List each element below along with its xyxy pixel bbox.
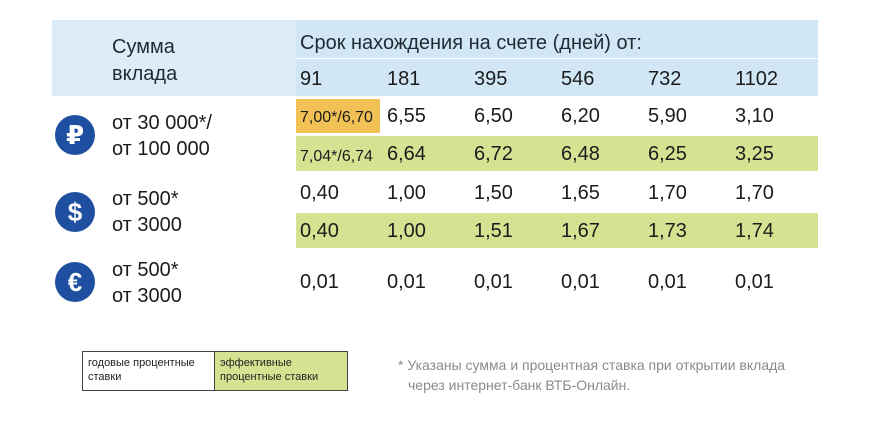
sum-header-line2: вклада xyxy=(112,63,178,85)
rate-cell: 7,04*/6,74 xyxy=(300,148,373,165)
rate-cell: 3,10 xyxy=(735,105,774,127)
term-732: 732 xyxy=(648,68,682,90)
rate-cell: 0,40 xyxy=(300,182,339,204)
term-181: 181 xyxy=(387,68,421,90)
rate-cell: 0,01 xyxy=(735,271,774,293)
term-395: 395 xyxy=(474,68,508,90)
rate-cell: 6,64 xyxy=(387,143,426,165)
rate-cell: 6,72 xyxy=(474,143,513,165)
footnote-line1: * Указаны сумма и процентная ставка при … xyxy=(398,357,786,373)
effective-row xyxy=(296,213,818,248)
amount-euro-line2: от 3000 xyxy=(112,285,182,307)
rate-cell: 1,74 xyxy=(735,220,774,242)
legend: годовые процентные ставки эффективные пр… xyxy=(82,351,348,391)
footnote: * Указаны сумма и процентная ставка при … xyxy=(398,355,785,395)
legend-effective: эффективные процентные ставки xyxy=(215,352,347,390)
rate-cell: 0,01 xyxy=(561,271,600,293)
legend-annual: годовые процентные ставки xyxy=(83,352,215,390)
rate-cell: 1,51 xyxy=(474,220,513,242)
rate-cell: 1,73 xyxy=(648,220,687,242)
effective-row xyxy=(296,136,818,171)
dollar-icon: $ xyxy=(55,192,95,232)
rate-cell: 0,01 xyxy=(474,271,513,293)
ruble-icon: ₽ xyxy=(55,115,95,155)
sum-header-line1: Сумма xyxy=(112,36,175,58)
amount-ruble-line1: от 30 000*/ xyxy=(112,112,212,134)
rate-cell: 0,40 xyxy=(300,220,339,242)
rate-cell: 7,00*/6,70 xyxy=(300,109,373,126)
header-divider xyxy=(296,58,818,59)
rate-cell: 6,50 xyxy=(474,105,513,127)
rate-cell: 1,00 xyxy=(387,220,426,242)
term-1102: 1102 xyxy=(735,68,779,90)
rate-cell: 6,20 xyxy=(561,105,600,127)
euro-icon: € xyxy=(55,262,95,302)
highlight-cell xyxy=(296,99,380,133)
term-91: 91 xyxy=(300,68,323,90)
rate-cell: 3,25 xyxy=(735,143,774,165)
term-546: 546 xyxy=(561,68,595,90)
amount-dollar-line2: от 3000 xyxy=(112,214,182,236)
rate-cell: 0,01 xyxy=(648,271,687,293)
amount-ruble-line2: от 100 000 xyxy=(112,138,210,160)
rate-cell: 1,65 xyxy=(561,182,600,204)
rate-cell: 6,55 xyxy=(387,105,426,127)
rate-cell: 0,01 xyxy=(387,271,426,293)
rate-cell: 5,90 xyxy=(648,105,687,127)
rate-cell: 1,70 xyxy=(648,182,687,204)
rate-cell: 1,70 xyxy=(735,182,774,204)
rate-cell: 1,50 xyxy=(474,182,513,204)
term-title: Срок нахождения на счете (дней) от: xyxy=(300,32,642,54)
rate-cell: 1,67 xyxy=(561,220,600,242)
rate-cell: 6,48 xyxy=(561,143,600,165)
footnote-line2: через интернет-банк ВТБ-Онлайн. xyxy=(408,377,631,393)
rate-cell: 1,00 xyxy=(387,182,426,204)
rate-cell: 0,01 xyxy=(300,271,339,293)
amount-euro-line1: от 500* xyxy=(112,259,179,281)
amount-dollar-line1: от 500* xyxy=(112,188,179,210)
rate-cell: 6,25 xyxy=(648,143,687,165)
